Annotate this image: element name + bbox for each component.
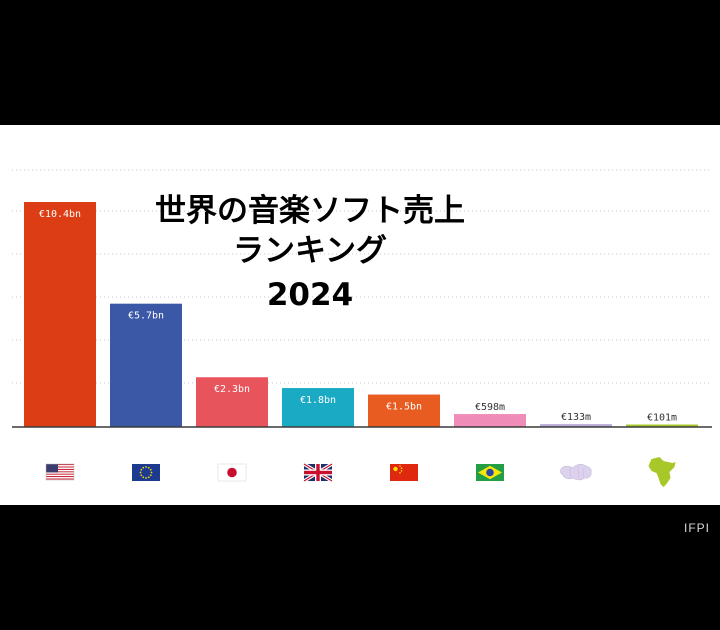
chart-title-line-2: ランキング <box>232 233 388 269</box>
bar-brazil <box>454 414 526 427</box>
china-flag-icon <box>390 464 418 481</box>
chart-title-line-1: 世界の音楽ソフト売上 <box>155 193 465 229</box>
data-label: €598m <box>475 402 505 413</box>
data-label: €2.3bn <box>214 384 250 395</box>
bar-eu <box>110 303 182 427</box>
data-label: €5.7bn <box>128 311 164 322</box>
usa-flag-icon <box>45 463 75 481</box>
bar-chart: €10.4bn €5.7bn €2.3bn €1.8bn €1.5bn €598m €133… <box>12 169 712 487</box>
source-credit: IFPI <box>683 521 710 535</box>
brazil-flag-icon <box>476 464 504 481</box>
data-label: €133m <box>561 412 591 423</box>
bar-middle-east-north-africa <box>540 424 612 427</box>
data-label: €101m <box>647 413 677 424</box>
category-icons <box>45 457 676 487</box>
bar-usa <box>24 202 96 427</box>
bar-china <box>368 394 440 427</box>
chart-title-line-3: 2024 <box>266 277 354 313</box>
data-label: €10.4bn <box>39 209 81 220</box>
japan-flag-icon <box>217 463 247 482</box>
bar-japan <box>196 377 268 427</box>
africa-map-icon <box>648 457 676 487</box>
data-label: €1.5bn <box>386 402 422 413</box>
bar-uk <box>282 388 354 427</box>
data-label: €1.8bn <box>300 395 336 406</box>
uk-flag-icon <box>303 462 333 483</box>
chart-panel: €10.4bn €5.7bn €2.3bn €1.8bn €1.5bn €598m €133… <box>0 125 720 505</box>
bars: €10.4bn €5.7bn €2.3bn €1.8bn €1.5bn €598m €133… <box>24 202 698 427</box>
bar-sub-saharan-africa <box>626 424 698 427</box>
eu-flag-icon <box>132 464 160 481</box>
mena-map-icon <box>560 463 592 481</box>
